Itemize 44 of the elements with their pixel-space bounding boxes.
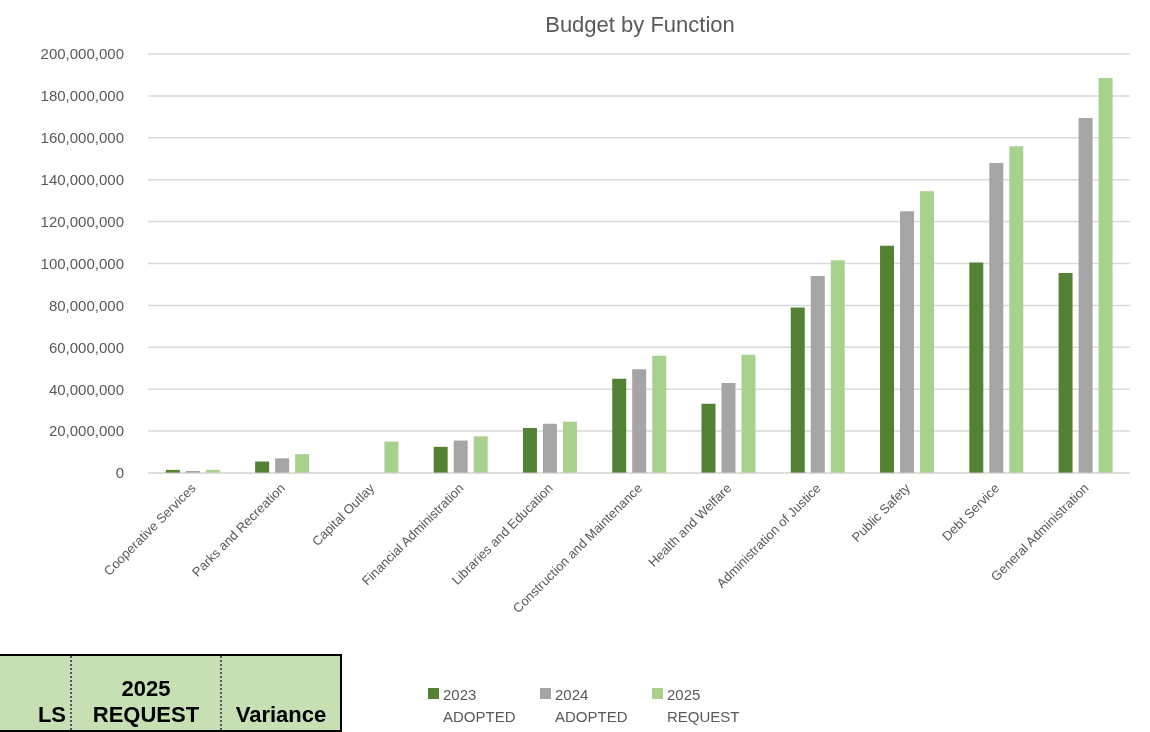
y-tick-label: 60,000,000 xyxy=(48,338,124,356)
bar xyxy=(295,454,310,473)
bar xyxy=(542,423,557,473)
bar xyxy=(612,378,627,473)
bar xyxy=(1078,117,1093,473)
bar xyxy=(741,354,756,473)
y-tick-label: 200,000,000 xyxy=(40,45,124,63)
y-tick-label: 140,000,000 xyxy=(40,171,124,189)
y-tick-label: 80,000,000 xyxy=(48,296,124,314)
y-tick-label: 40,000,000 xyxy=(48,380,124,398)
legend-label: 2023 ADOPTED xyxy=(443,685,517,727)
bar xyxy=(632,369,647,473)
bar xyxy=(433,446,448,473)
bar xyxy=(920,191,935,473)
bar xyxy=(810,276,825,473)
bar xyxy=(880,245,895,473)
bar xyxy=(275,458,290,473)
y-tick-label: 0 xyxy=(115,464,124,482)
chart-title: Budget by Function xyxy=(544,12,736,38)
bar xyxy=(701,403,716,473)
bar xyxy=(721,382,736,473)
legend-label: 2024 ADOPTED xyxy=(555,685,629,727)
y-tick-label: 20,000,000 xyxy=(48,422,124,440)
bar xyxy=(1058,272,1073,473)
bar xyxy=(522,427,537,473)
y-tick-label: 160,000,000 xyxy=(40,129,124,147)
bar xyxy=(830,260,845,473)
bar xyxy=(900,211,915,473)
bar xyxy=(562,421,577,473)
y-tick-label: 180,000,000 xyxy=(40,87,124,105)
bar xyxy=(453,440,468,473)
bar xyxy=(989,162,1004,473)
y-tick-label: 120,000,000 xyxy=(40,212,124,230)
bar xyxy=(473,436,488,473)
bar xyxy=(969,262,984,473)
bar xyxy=(255,461,270,473)
y-tick-label: 100,000,000 xyxy=(40,254,124,272)
bar xyxy=(652,355,667,473)
legend-label: 2025 REQUEST xyxy=(667,685,741,727)
bar xyxy=(384,441,399,473)
bar xyxy=(1009,146,1024,473)
bar xyxy=(1098,78,1113,473)
table-header: LS 2025 REQUEST Variance xyxy=(0,654,342,732)
bar xyxy=(790,307,805,473)
